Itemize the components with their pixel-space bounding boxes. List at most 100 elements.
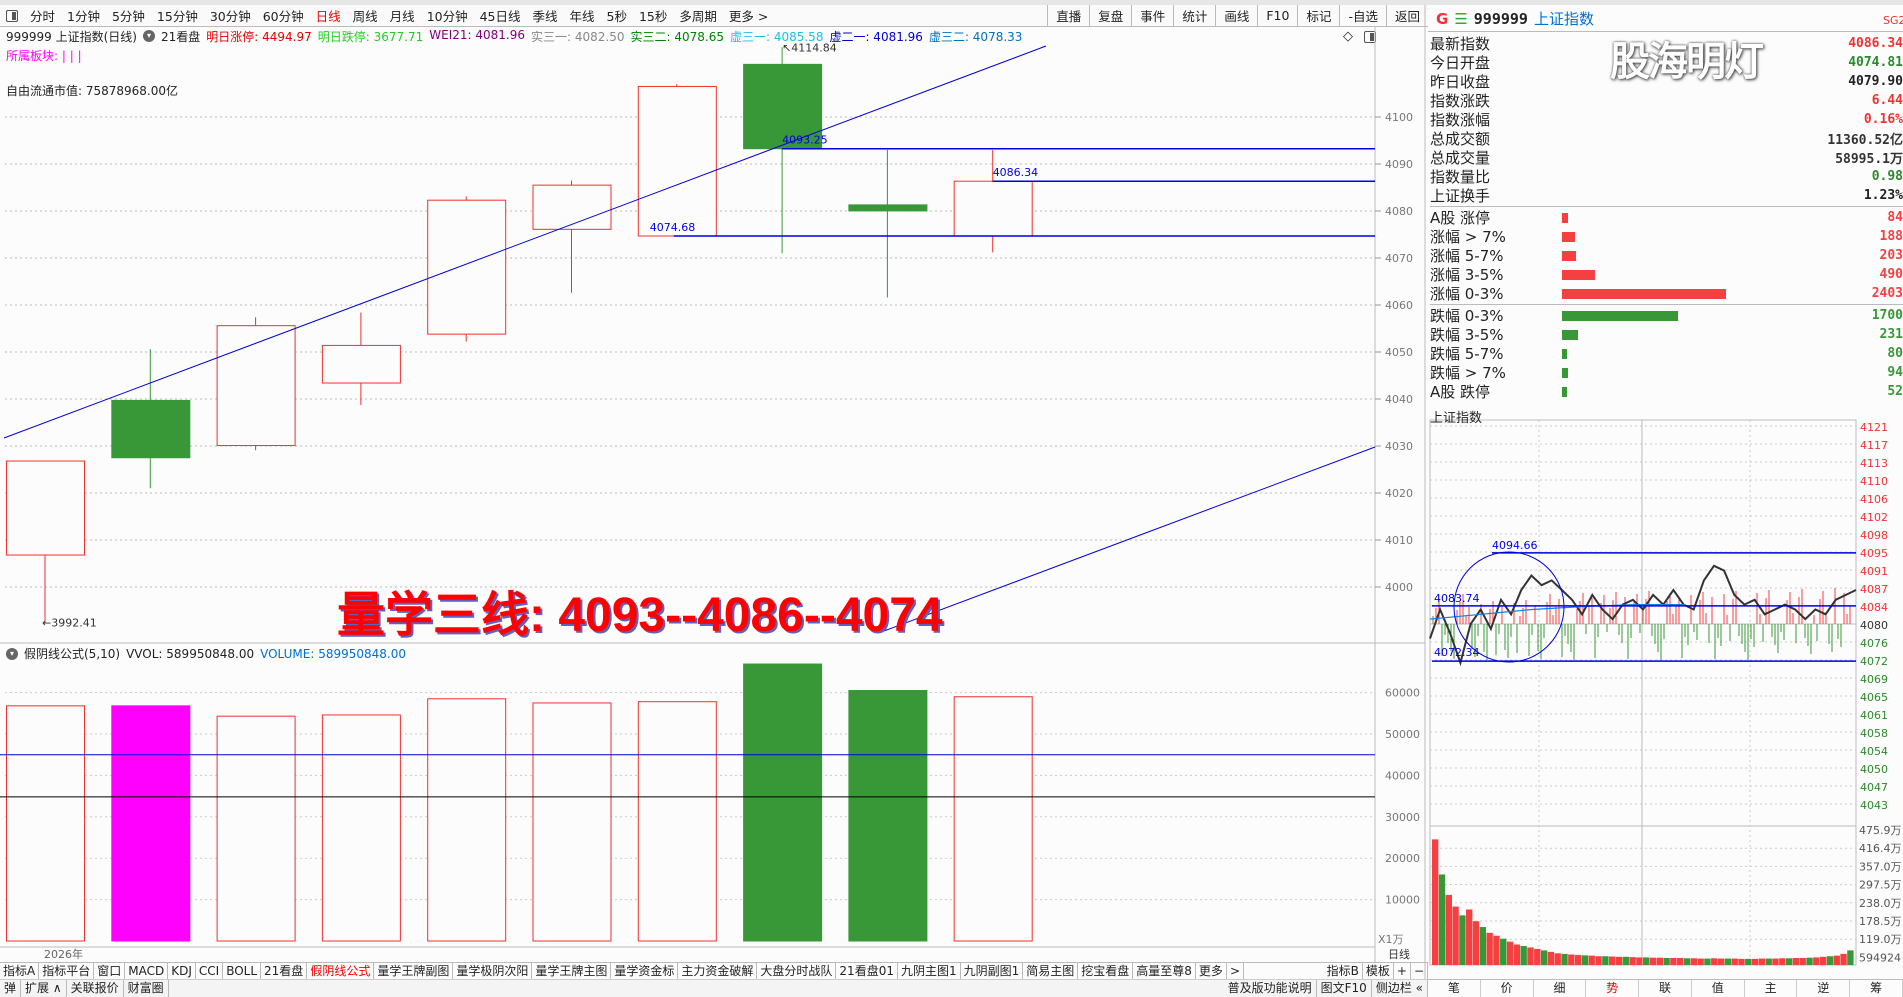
period-tab[interactable]: 10分钟 <box>426 9 468 24</box>
status-item[interactable]: 关联报价 <box>67 980 124 997</box>
period-tab[interactable]: 更多 > <box>728 9 769 24</box>
chart-title: 999999 上证指数(日线) <box>6 29 137 44</box>
period-tab[interactable]: 分时 <box>30 9 56 24</box>
status-link[interactable]: 普及版功能说明 <box>1224 980 1317 997</box>
indicator-tab[interactable]: 高量至尊8 <box>1133 963 1196 979</box>
period-tab[interactable]: 5秒 <box>606 9 627 24</box>
right-tab[interactable]: 细 <box>1534 980 1587 997</box>
period-tab[interactable]: 月线 <box>389 9 415 24</box>
right-tab[interactable]: 值 <box>1692 980 1745 997</box>
indicator-control[interactable]: 指标B <box>1324 963 1363 979</box>
indicator-tab[interactable]: 21看盘01 <box>836 963 898 979</box>
dropdown-icon[interactable]: ▾ <box>143 30 155 42</box>
toolbar-button[interactable]: 事件 <box>1131 5 1173 26</box>
toolbar-button[interactable]: 统计 <box>1173 5 1215 26</box>
status-link[interactable]: 图文F10 <box>1317 980 1372 997</box>
intraday-volume-bar <box>1622 956 1629 965</box>
status-item[interactable]: 扩展 ∧ <box>21 980 67 997</box>
toolbar-button[interactable]: 标记 <box>1297 5 1339 26</box>
indicator-tab[interactable]: 量学资金标 <box>611 963 679 979</box>
indicator-tab[interactable]: 21看盘 <box>261 963 308 979</box>
right-tab[interactable]: 主 <box>1745 980 1798 997</box>
indicator-control[interactable]: − <box>1411 963 1428 979</box>
period-tab[interactable]: 15分钟 <box>156 9 198 24</box>
toolbar-button[interactable]: 复盘 <box>1089 5 1131 26</box>
indicator-tab[interactable]: 窗口 <box>94 963 126 979</box>
indicator-tab[interactable]: 九阴主图1 <box>898 963 961 979</box>
indicator-tab[interactable]: 九阴副图1 <box>961 963 1024 979</box>
indicator-tab[interactable]: 大盘分时战队 <box>757 963 837 979</box>
toolbar-button[interactable]: 返回 <box>1385 5 1428 26</box>
indicator-tab[interactable]: KDJ <box>168 963 196 979</box>
indicator-value: 实三二: 4078.65 <box>630 29 724 44</box>
indicator-tab[interactable]: CCI <box>196 963 224 979</box>
level-label: 4094.66 <box>1492 539 1538 552</box>
indicator-tab[interactable]: 量学王牌副图 <box>374 963 454 979</box>
indicator-tab[interactable]: 挖宝看盘 <box>1078 963 1134 979</box>
status-link[interactable]: 侧边栏 « <box>1372 980 1428 997</box>
right-tab[interactable]: 价 <box>1481 980 1534 997</box>
right-tab[interactable]: 联 <box>1639 980 1692 997</box>
diamond-icon[interactable]: ◇ <box>1343 29 1353 44</box>
status-item[interactable]: 财富圈 <box>124 980 169 997</box>
period-tab[interactable]: 45日线 <box>479 9 521 24</box>
breadth-label: 跌幅 > 7% <box>1430 364 1506 382</box>
period-tab[interactable]: 15秒 <box>638 9 668 24</box>
toolbar-button[interactable]: F10 <box>1257 5 1297 26</box>
breadth-bar <box>1562 270 1596 280</box>
g-badge[interactable]: G <box>1436 9 1449 28</box>
intraday-volume-bar <box>1452 906 1459 965</box>
menu-icon[interactable]: ☰ <box>1454 9 1468 28</box>
right-tab[interactable]: 逆 <box>1797 980 1851 997</box>
period-tab[interactable]: 季线 <box>532 9 558 24</box>
indicator-tab[interactable]: > <box>1227 963 1244 979</box>
breadth-label: 跌幅 5-7% <box>1430 345 1504 363</box>
quote-name: 上证指数 <box>1533 10 1594 28</box>
right-tab[interactable]: 势 <box>1586 980 1640 997</box>
indicator-tab[interactable]: 更多 <box>1196 963 1227 979</box>
stat-label: 总成交量 <box>1430 149 1491 167</box>
indicator-control[interactable]: + <box>1394 963 1411 979</box>
price-tick-label: 4010 <box>1385 534 1413 547</box>
period-tab[interactable]: 日线 <box>315 9 341 24</box>
title-strip <box>0 0 1903 5</box>
breadth-bar <box>1562 368 1569 378</box>
indicator-tab[interactable]: 主力资金破解 <box>678 963 758 979</box>
intraday-tick: 4110 <box>1860 475 1888 488</box>
toolbar-button[interactable]: 直播 <box>1047 5 1089 26</box>
volume-tick-label: 50000 <box>1385 728 1420 741</box>
toolbar-button[interactable]: 画线 <box>1215 5 1257 26</box>
period-tab[interactable]: 多周期 <box>679 9 717 24</box>
period-tab[interactable]: 60分钟 <box>262 9 304 24</box>
period-tab[interactable]: 30分钟 <box>209 9 251 24</box>
panel-toggle-icon[interactable] <box>6 9 18 22</box>
indicator-tab[interactable]: 简易主图 <box>1023 963 1079 979</box>
indicator-tab[interactable]: BOLL <box>223 963 262 979</box>
dropdown-icon[interactable]: ▾ <box>6 647 18 660</box>
status-item[interactable]: 弹 <box>0 980 22 997</box>
indicator-tab[interactable]: 假阴线公式 <box>307 963 375 979</box>
indicator-tab[interactable]: MACD <box>125 963 169 979</box>
right-tab[interactable]: 笔 <box>1428 980 1481 997</box>
indicator-tab[interactable]: 指标平台 <box>39 963 95 979</box>
stat-value: 11360.52亿 <box>1827 133 1903 148</box>
indicator-tab[interactable]: 量学极阴次阳 <box>453 963 533 979</box>
period-tab[interactable]: 年线 <box>569 9 595 24</box>
right-tab[interactable]: 筹 <box>1850 980 1903 997</box>
intraday-tick: 4065 <box>1860 691 1888 704</box>
toolbar-button[interactable]: -自选 <box>1339 5 1386 26</box>
period-tab[interactable]: 周线 <box>352 9 378 24</box>
indicator-tab[interactable]: 指标A <box>0 963 40 979</box>
intraday-volume-bar <box>1472 921 1480 965</box>
period-tab[interactable]: 5分钟 <box>111 9 145 24</box>
indicator-control[interactable]: 模板 <box>1363 963 1394 979</box>
highlight-circle <box>1453 551 1565 663</box>
indicator-tab[interactable]: 量学王牌主图 <box>532 963 612 979</box>
period-tab[interactable]: 1分钟 <box>67 9 100 24</box>
intraday-volume-bar <box>1643 957 1650 965</box>
intraday-volume-bar <box>1445 894 1452 965</box>
volume-bar <box>321 714 401 942</box>
intraday-volume-tick: 357.0万 <box>1859 860 1902 873</box>
intraday-volume-bar <box>1466 909 1473 965</box>
